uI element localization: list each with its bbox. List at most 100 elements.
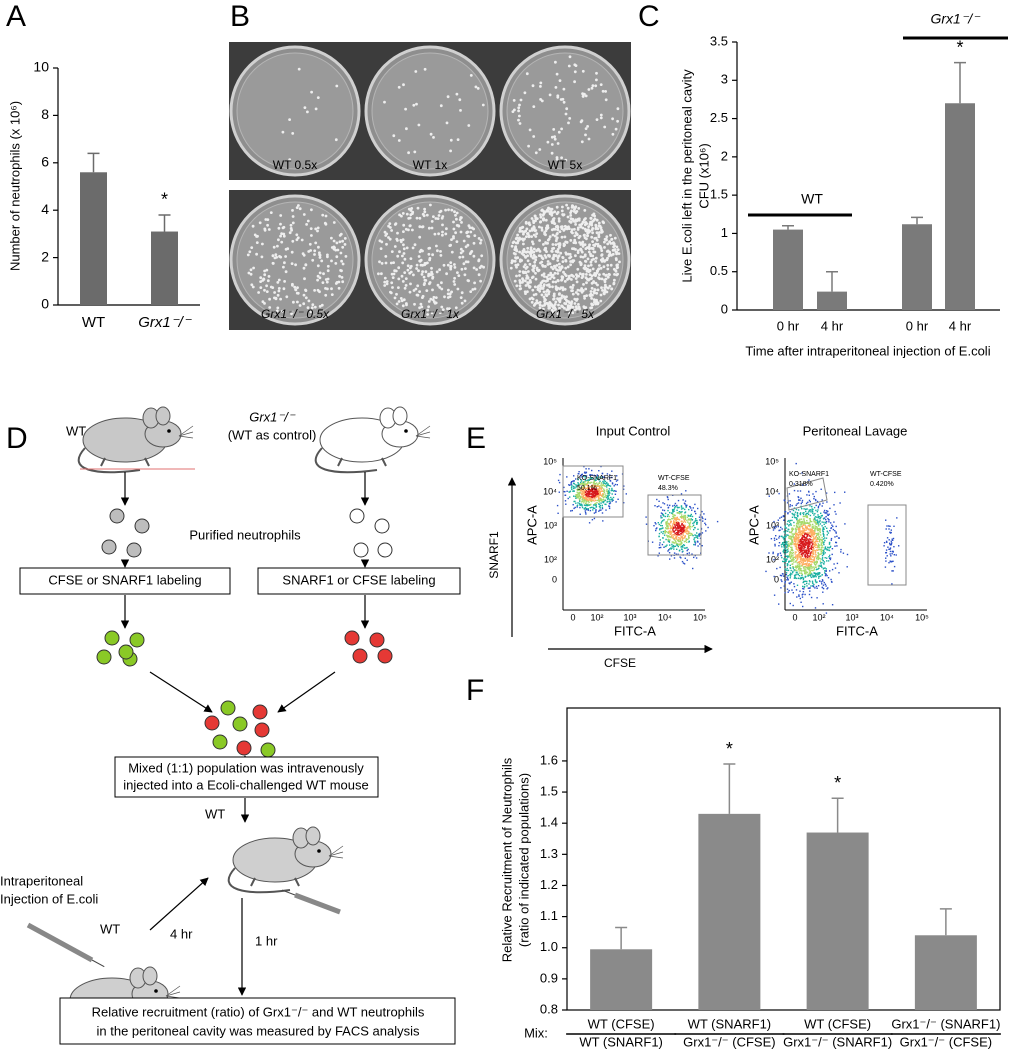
event-dot bbox=[813, 552, 814, 553]
colony bbox=[558, 263, 561, 266]
colony bbox=[572, 293, 575, 296]
event-dot bbox=[789, 554, 790, 555]
event-dot bbox=[786, 527, 787, 528]
colony bbox=[510, 261, 513, 264]
event-dot bbox=[883, 545, 884, 546]
colony bbox=[315, 108, 318, 111]
colony bbox=[556, 228, 559, 231]
event-dot bbox=[801, 503, 802, 504]
event-dot bbox=[605, 500, 606, 501]
event-dot bbox=[847, 554, 848, 555]
colony bbox=[576, 281, 579, 284]
event-dot bbox=[794, 541, 795, 542]
colony bbox=[564, 236, 567, 239]
event-dot bbox=[696, 523, 697, 524]
event-dot bbox=[585, 468, 586, 469]
colony bbox=[429, 298, 432, 301]
event-dot bbox=[771, 538, 772, 539]
event-dot bbox=[689, 506, 690, 507]
event-dot bbox=[813, 566, 814, 567]
colony bbox=[528, 222, 531, 225]
colony bbox=[529, 279, 532, 282]
event-dot bbox=[584, 472, 585, 473]
colony bbox=[543, 291, 546, 294]
colony bbox=[421, 273, 424, 276]
colony bbox=[610, 288, 613, 291]
event-dot bbox=[810, 585, 811, 586]
event-dot bbox=[804, 571, 805, 572]
step-label: Injection of E.coli bbox=[0, 891, 98, 906]
event-dot bbox=[668, 536, 669, 537]
colony bbox=[598, 222, 601, 225]
colony bbox=[256, 241, 259, 244]
colony bbox=[385, 262, 388, 265]
event-dot bbox=[679, 519, 680, 520]
event-dot bbox=[820, 545, 821, 546]
event-dot bbox=[822, 557, 823, 558]
colony bbox=[473, 242, 476, 245]
colony bbox=[602, 220, 605, 223]
event-dot bbox=[819, 528, 820, 529]
event-dot bbox=[569, 491, 570, 492]
event-dot bbox=[701, 511, 702, 512]
colony bbox=[615, 251, 618, 254]
event-dot bbox=[584, 508, 585, 509]
event-dot bbox=[888, 528, 889, 529]
event-dot bbox=[811, 533, 812, 534]
event-dot bbox=[790, 575, 791, 576]
event-dot bbox=[802, 528, 803, 529]
y-tick-label: 0.5 bbox=[710, 263, 728, 278]
event-dot bbox=[805, 511, 806, 512]
event-dot bbox=[790, 574, 791, 575]
event-dot bbox=[577, 505, 578, 506]
event-dot bbox=[594, 508, 595, 509]
event-dot bbox=[681, 543, 682, 544]
event-dot bbox=[803, 541, 804, 542]
colony bbox=[518, 279, 521, 282]
event-dot bbox=[800, 598, 801, 599]
event-dot bbox=[680, 544, 681, 545]
colony bbox=[464, 300, 467, 303]
event-dot bbox=[798, 544, 799, 545]
event-dot bbox=[687, 560, 688, 561]
event-dot bbox=[688, 531, 689, 532]
event-dot bbox=[695, 544, 696, 545]
event-dot bbox=[587, 505, 588, 506]
event-dot bbox=[783, 575, 784, 576]
colony bbox=[604, 90, 607, 93]
event-dot bbox=[575, 498, 576, 499]
colony bbox=[321, 304, 324, 307]
colony bbox=[443, 295, 446, 298]
colony bbox=[390, 262, 393, 265]
event-dot bbox=[668, 499, 669, 500]
colony bbox=[453, 263, 456, 266]
event-dot bbox=[833, 563, 834, 564]
colony bbox=[517, 263, 520, 266]
event-dot bbox=[585, 492, 586, 493]
colony bbox=[606, 258, 609, 261]
event-dot bbox=[657, 506, 658, 507]
event-dot bbox=[815, 581, 816, 582]
event-dot bbox=[667, 514, 668, 515]
event-dot bbox=[595, 509, 596, 510]
colony bbox=[526, 266, 529, 269]
event-dot bbox=[804, 566, 805, 567]
colony bbox=[541, 294, 544, 297]
event-dot bbox=[790, 568, 791, 569]
event-dot bbox=[586, 472, 587, 473]
event-dot bbox=[604, 500, 605, 501]
colony bbox=[411, 229, 414, 232]
event-dot bbox=[824, 524, 825, 525]
event-dot bbox=[585, 507, 586, 508]
event-dot bbox=[816, 517, 817, 518]
colony bbox=[313, 253, 316, 256]
event-dot bbox=[799, 591, 800, 592]
event-dot bbox=[814, 530, 815, 531]
colony bbox=[584, 228, 587, 231]
colony bbox=[404, 287, 407, 290]
event-dot bbox=[614, 485, 615, 486]
colony bbox=[432, 215, 435, 218]
colony bbox=[615, 258, 618, 261]
event-dot bbox=[785, 552, 786, 553]
colony bbox=[401, 255, 404, 258]
